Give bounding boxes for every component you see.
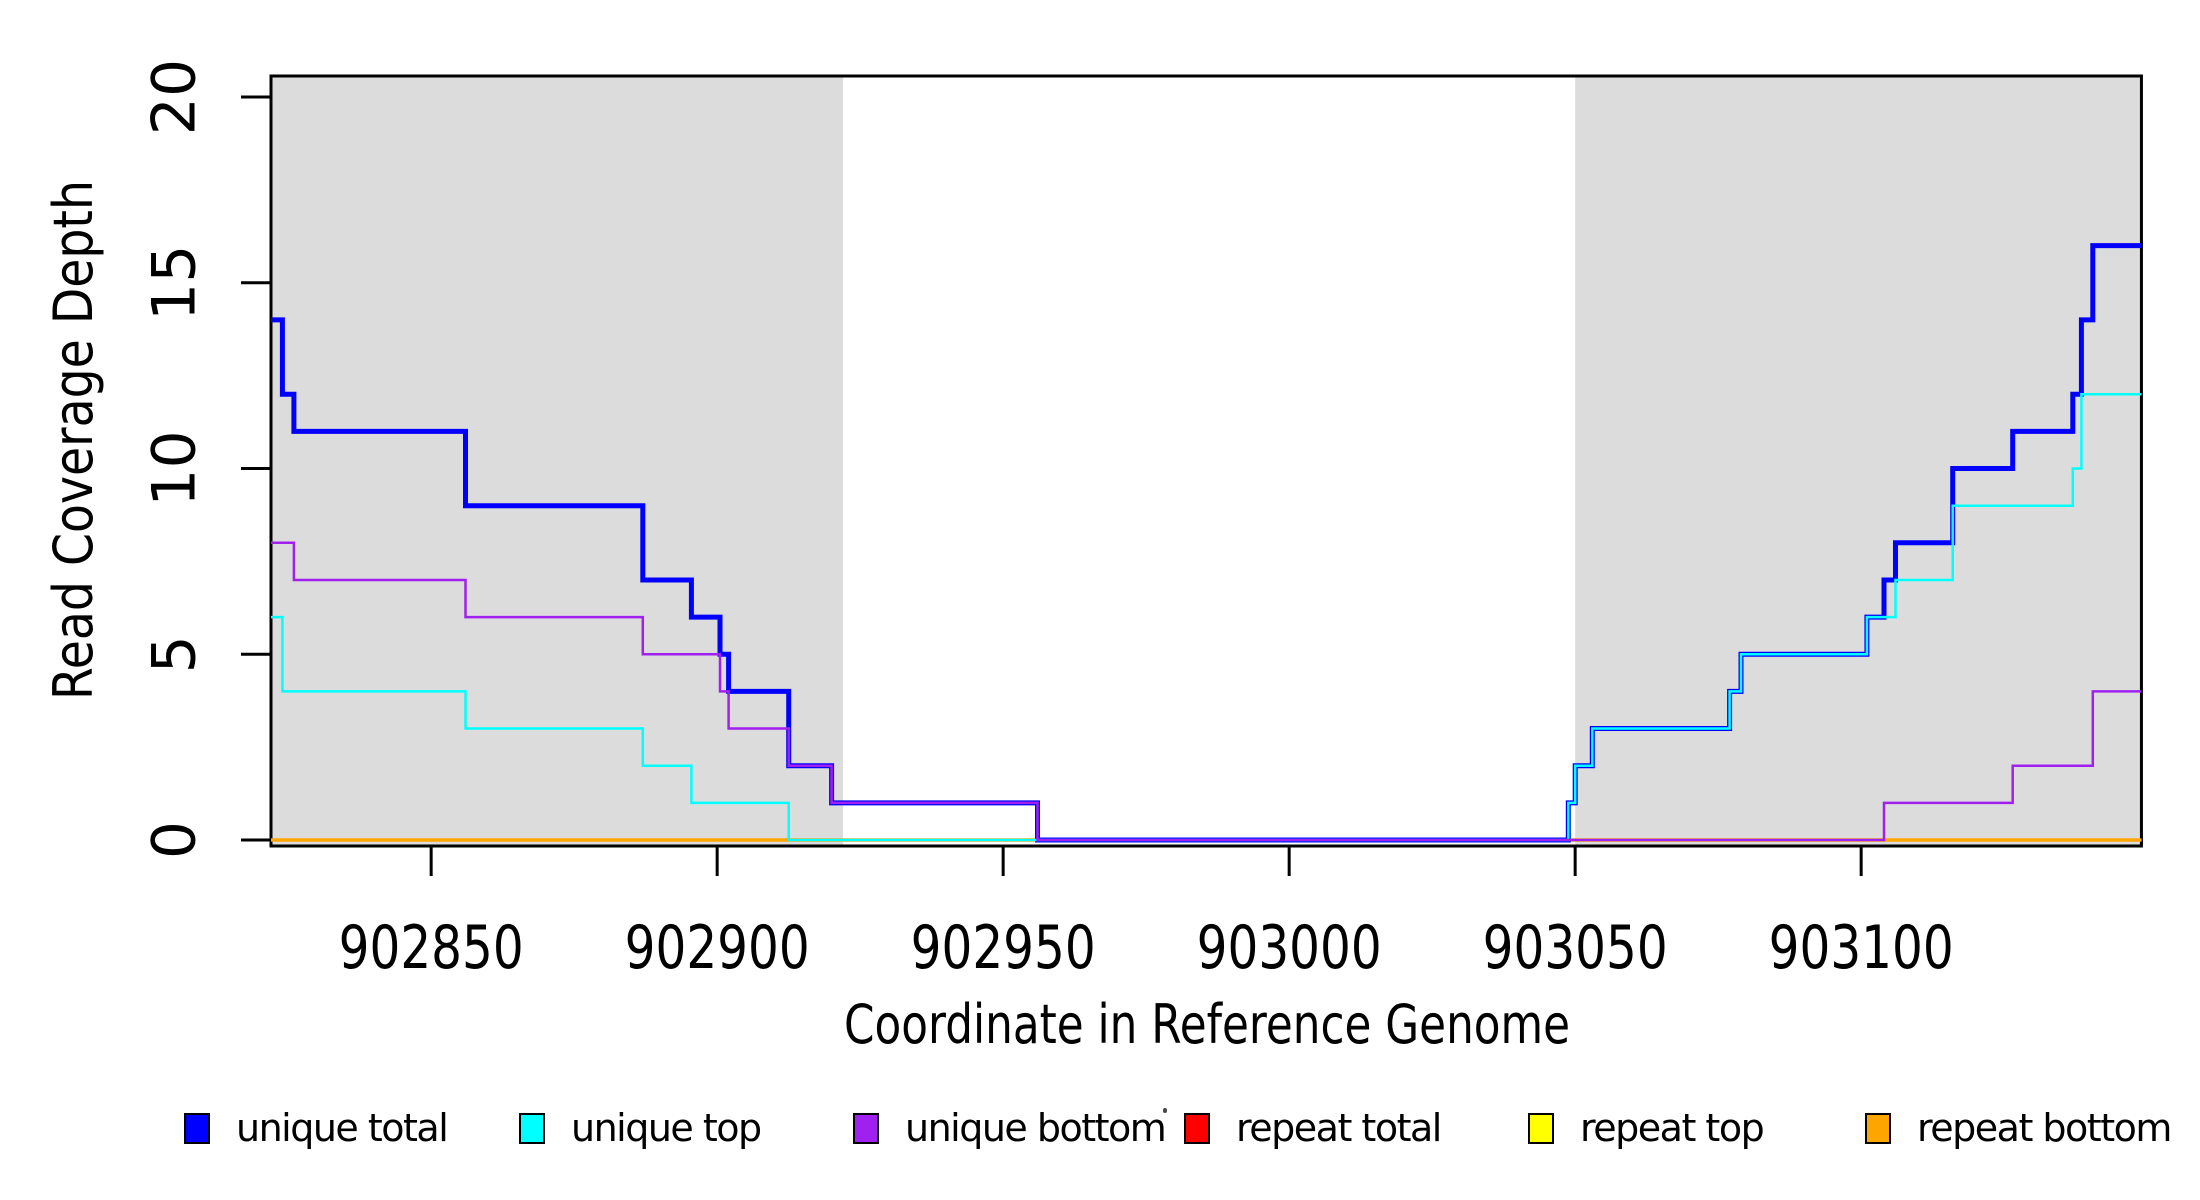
legend-swatch-repeat-top [1528, 1112, 1554, 1144]
legend-label: repeat total [1236, 1106, 1442, 1150]
series-lines [271, 243, 2142, 843]
y-axis-title: Read Coverage Depth [42, 180, 105, 700]
series-line-unique-bottom [271, 541, 2142, 842]
x-axis-title: Coordinate in Reference Genome [844, 993, 1570, 1056]
stray-dot-artifact [1163, 1108, 1167, 1113]
y-tick-label: 10 [140, 430, 210, 506]
x-tick-label: 902900 [625, 913, 810, 983]
legend-swatch-repeat-bottom [1865, 1112, 1891, 1144]
legend-item-repeat-bottom: repeat bottom [1865, 1106, 2172, 1150]
legend-swatch-unique-top [519, 1112, 545, 1144]
plot-box-border [269, 74, 2143, 848]
y-tick-label: 0 [140, 821, 210, 859]
x-tick-label: 903000 [1197, 913, 1382, 983]
y-tick-label: 20 [140, 59, 210, 135]
legend-item-repeat-total: repeat total [1184, 1106, 1442, 1150]
shaded-region [271, 77, 843, 845]
legend-label: repeat top [1580, 1106, 1765, 1150]
x-tick-label: 902950 [911, 913, 1096, 983]
legend-swatch-unique-total [184, 1112, 210, 1144]
legend-swatch-repeat-total [1184, 1112, 1210, 1144]
legend-label: unique bottom [905, 1106, 1167, 1150]
shaded-region [1575, 77, 2142, 845]
legend-swatch-unique-bottom [853, 1112, 879, 1144]
legend-item-unique-total: unique total [184, 1106, 449, 1150]
x-tick-label: 902850 [339, 913, 524, 983]
plot-box [269, 74, 2143, 848]
legend-label: unique total [236, 1106, 449, 1150]
legend-label: repeat bottom [1917, 1106, 2172, 1150]
series-line-unique-top [271, 392, 2142, 842]
legend-item-repeat-top: repeat top [1528, 1106, 1765, 1150]
x-tick-label: 903050 [1483, 913, 1668, 983]
legend-item-unique-top: unique top [519, 1106, 762, 1150]
y-tick-label: 5 [140, 635, 210, 673]
y-tick-label: 15 [140, 245, 210, 321]
legend-item-unique-bottom: unique bottom [853, 1106, 1167, 1150]
axis-tick-labels: 902850 902900 902950 903000 903050 903100 0 5 10… [140, 59, 1954, 983]
axis-ticks [241, 95, 1863, 876]
legend-label: unique top [571, 1106, 762, 1150]
x-tick-label: 903100 [1769, 913, 1954, 983]
shaded-regions [271, 77, 2142, 845]
